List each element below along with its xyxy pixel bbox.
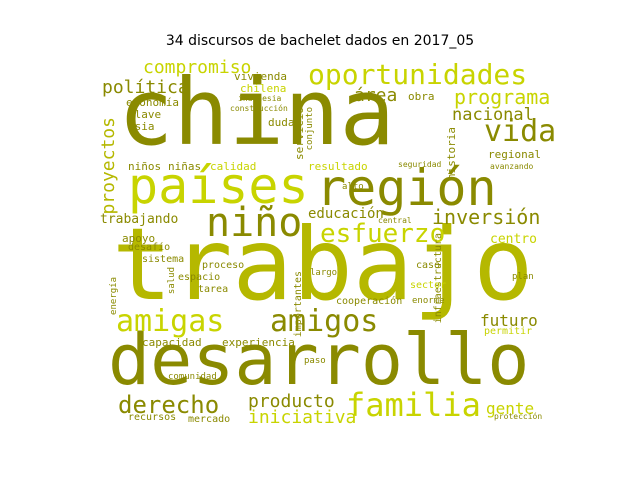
word-energia: energía: [110, 277, 119, 315]
word-importantes: importantes: [294, 271, 304, 337]
word-proyectos: proyectos: [100, 117, 118, 215]
word-calidad: calidad: [210, 161, 256, 172]
word-nacional: nacional: [452, 107, 534, 124]
word-inversion: inversión: [432, 207, 540, 227]
word-experiencia: experiencia: [222, 337, 295, 348]
word-desafio: desafío: [128, 243, 170, 253]
word-amigos: amigos: [270, 307, 378, 337]
word-tarea: tarea: [198, 285, 228, 295]
word-seguridad: seguridad: [398, 161, 441, 169]
word-regional: regional: [488, 149, 541, 160]
word-sector: sector: [410, 281, 446, 291]
word-vivienda: vivienda: [234, 71, 287, 82]
word-area: área: [354, 87, 397, 105]
word-servicio: servicio: [294, 107, 305, 160]
word-programa: programa: [454, 87, 550, 107]
word-amigas: amigas: [116, 307, 224, 337]
word-resultado: resultado: [308, 161, 368, 172]
word-construccion: construcción: [230, 105, 288, 113]
word-duda: duda: [268, 117, 295, 128]
word-trabajando: trabajando: [100, 213, 178, 226]
word-nino: niño: [206, 203, 302, 243]
word-indonesia: indonesia: [238, 95, 281, 103]
word-infraestructura: infraestructura: [434, 233, 444, 323]
word-avanzando: avanzando: [490, 163, 533, 171]
word-capacidad: capacidad: [142, 337, 202, 348]
word-clave: clave: [128, 109, 161, 120]
word-cloud: china trabajo desarrollo países región o…: [98, 57, 555, 427]
word-historia: historia: [446, 127, 457, 180]
word-proteccion: protección: [494, 413, 542, 421]
word-caso: caso: [416, 261, 440, 271]
word-familia: familia: [346, 389, 481, 421]
word-ninas: niñas: [168, 161, 201, 172]
word-sistema: sistema: [142, 255, 184, 265]
word-centro: centro: [490, 233, 537, 246]
word-conjunto: conjunto: [306, 107, 315, 150]
word-espacio: espacio: [178, 273, 220, 283]
word-enorme: enorme: [412, 297, 445, 306]
word-proceso: proceso: [202, 261, 244, 271]
word-chilena: chilena: [240, 83, 286, 94]
word-educacion: educación: [308, 207, 384, 221]
word-economia: economía: [126, 97, 179, 108]
word-salud: salud: [168, 267, 177, 294]
word-asia: asia: [128, 121, 155, 132]
word-recursos: recursos: [128, 413, 176, 423]
word-iniciativa: iniciativa: [248, 409, 356, 427]
word-central: central: [378, 217, 412, 225]
word-comunidad: comunidad: [168, 373, 217, 382]
word-mercado: mercado: [188, 415, 230, 425]
word-ninos: niños: [128, 161, 161, 172]
word-alto: alto: [342, 183, 364, 192]
word-permitir: permitir: [484, 327, 532, 337]
word-cooperacion: cooperación: [336, 297, 402, 307]
word-politica: política: [102, 79, 189, 97]
word-largo: largo: [310, 269, 337, 278]
chart-title: 34 discursos de bachelet dados en 2017_0…: [0, 33, 640, 49]
word-obra: obra: [408, 91, 435, 102]
word-plan: plan: [512, 273, 534, 282]
word-paso: paso: [304, 357, 326, 366]
